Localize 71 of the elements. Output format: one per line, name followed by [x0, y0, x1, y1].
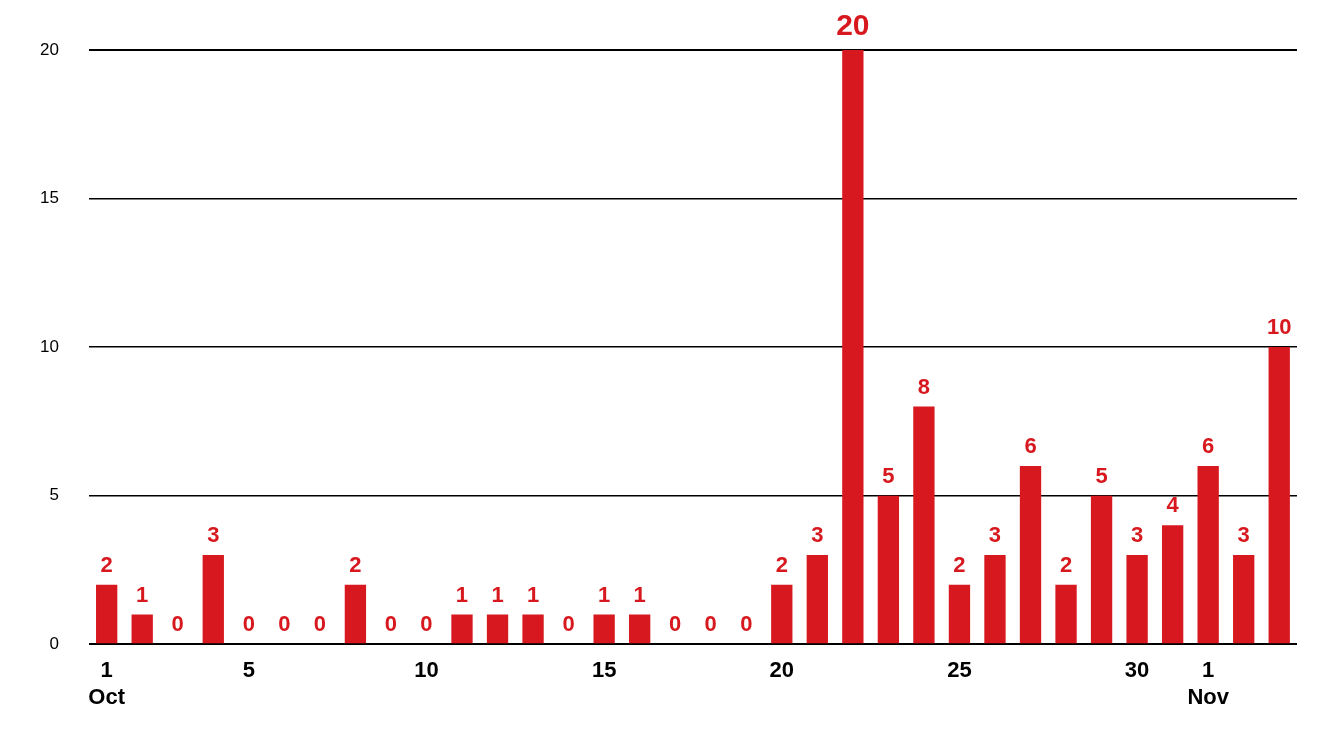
- bar: [486, 614, 509, 644]
- bar: [1161, 525, 1184, 644]
- data-label: 2: [100, 551, 113, 577]
- bar: [1268, 347, 1290, 644]
- bar: [913, 406, 935, 644]
- bar: [629, 614, 651, 644]
- data-label: 1: [598, 581, 611, 607]
- data-label: 1: [136, 581, 149, 607]
- data-label: 5: [1095, 462, 1108, 488]
- y-tick-label: 0: [49, 633, 59, 653]
- data-label: 0: [420, 611, 433, 637]
- bar: [806, 555, 828, 644]
- data-label: 2: [775, 551, 788, 577]
- bar: [202, 555, 224, 644]
- data-label: 3: [811, 522, 824, 548]
- y-tick-label: 15: [39, 188, 59, 208]
- data-label: 0: [562, 611, 575, 637]
- bar: [877, 495, 900, 644]
- x-tick-label: 1 Oct: [88, 657, 126, 709]
- y-tick-label: 10: [39, 336, 59, 356]
- data-label: 0: [704, 611, 717, 637]
- data-label: 0: [278, 611, 291, 637]
- data-label: 0: [242, 611, 255, 637]
- data-label: 10: [1266, 314, 1292, 340]
- bar: [1126, 555, 1148, 644]
- bar: [522, 614, 544, 644]
- y-tick-label: 20: [39, 39, 59, 59]
- data-label: 5: [882, 462, 895, 488]
- x-tick-label: 5: [242, 657, 255, 683]
- data-label: 4: [1166, 492, 1180, 518]
- bar: [344, 584, 367, 644]
- data-label: 3: [207, 522, 220, 548]
- bar: [131, 614, 153, 644]
- bar: [1090, 495, 1113, 644]
- data-label: 0: [669, 611, 682, 637]
- bar: [1233, 555, 1255, 644]
- bar: [948, 584, 971, 644]
- data-label: 2: [953, 551, 966, 577]
- data-label: 1: [491, 581, 504, 607]
- data-label: 20: [836, 8, 870, 42]
- bar: [1019, 465, 1042, 644]
- data-label: 3: [1237, 522, 1250, 548]
- data-label: 8: [917, 373, 931, 399]
- data-label: 0: [384, 611, 398, 637]
- data-label: 2: [349, 551, 362, 577]
- x-tick-label: 25: [947, 657, 972, 683]
- data-label: 0: [313, 611, 326, 637]
- x-tick-label: 10: [414, 657, 439, 683]
- bar: [593, 614, 615, 644]
- data-label: 2: [1059, 551, 1073, 577]
- y-tick-label: 5: [49, 485, 59, 505]
- data-label: 6: [1024, 433, 1037, 458]
- x-tick-label: 1 Nov: [1187, 657, 1230, 709]
- x-tick-label: 30: [1124, 657, 1150, 683]
- data-label: 0: [171, 611, 184, 637]
- bar: [984, 555, 1006, 644]
- data-label: 1: [455, 581, 469, 607]
- data-label: 6: [1202, 433, 1215, 458]
- data-label: 1: [526, 581, 540, 607]
- bar: [451, 614, 473, 644]
- data-label: 3: [988, 522, 1002, 548]
- data-label: 0: [740, 611, 753, 637]
- bar: [1055, 584, 1077, 644]
- data-label: 3: [1130, 522, 1144, 548]
- x-tick-label: 15: [591, 657, 617, 683]
- x-tick-label: 20: [769, 657, 795, 683]
- bar: [96, 584, 118, 644]
- bar: [842, 50, 864, 644]
- bar: [1197, 465, 1219, 644]
- data-label: 1: [633, 581, 646, 607]
- bar: [771, 584, 793, 644]
